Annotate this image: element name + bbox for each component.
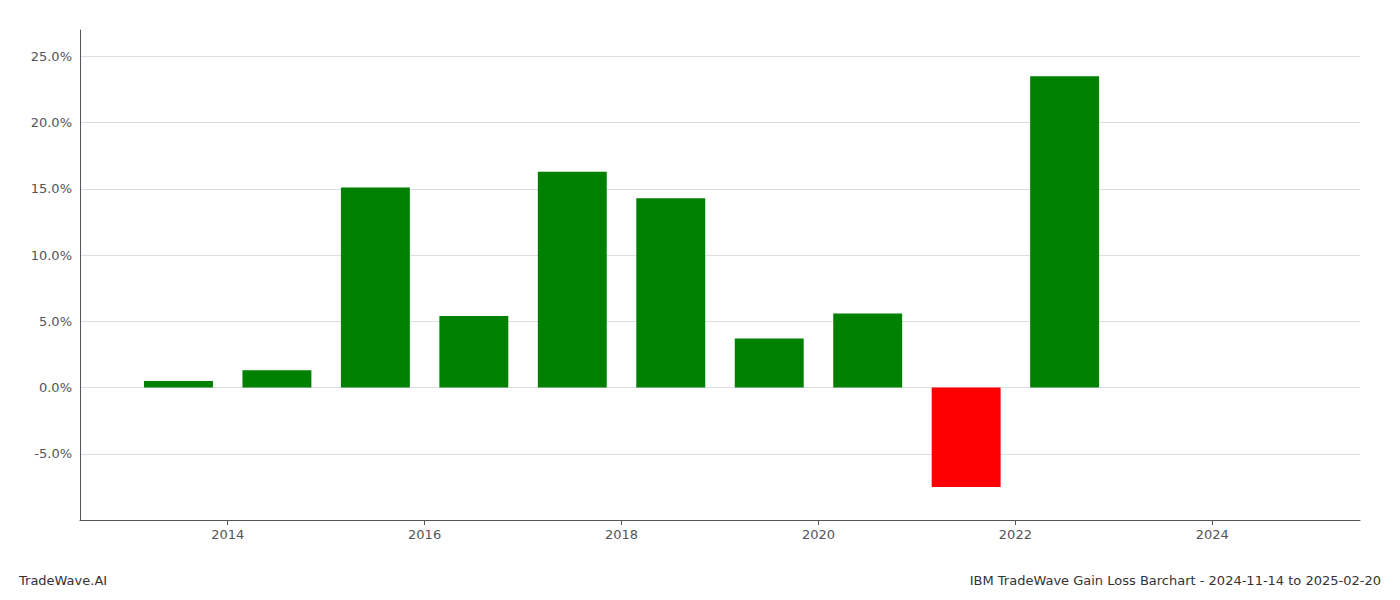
- svg-text:20.0%: 20.0%: [31, 115, 72, 130]
- svg-text:2016: 2016: [408, 527, 441, 542]
- svg-text:2020: 2020: [802, 527, 835, 542]
- svg-text:5.0%: 5.0%: [39, 314, 72, 329]
- svg-text:15.0%: 15.0%: [31, 181, 72, 196]
- svg-text:2014: 2014: [211, 527, 244, 542]
- svg-text:TradeWave.AI: TradeWave.AI: [18, 573, 107, 588]
- svg-text:10.0%: 10.0%: [31, 248, 72, 263]
- svg-text:-5.0%: -5.0%: [34, 446, 72, 461]
- svg-text:IBM TradeWave Gain Loss Barcha: IBM TradeWave Gain Loss Barchart - 2024-…: [970, 573, 1381, 588]
- svg-text:2018: 2018: [605, 527, 638, 542]
- svg-text:2022: 2022: [999, 527, 1032, 542]
- svg-text:0.0%: 0.0%: [39, 380, 72, 395]
- svg-text:25.0%: 25.0%: [31, 49, 72, 64]
- svg-text:2024: 2024: [1196, 527, 1229, 542]
